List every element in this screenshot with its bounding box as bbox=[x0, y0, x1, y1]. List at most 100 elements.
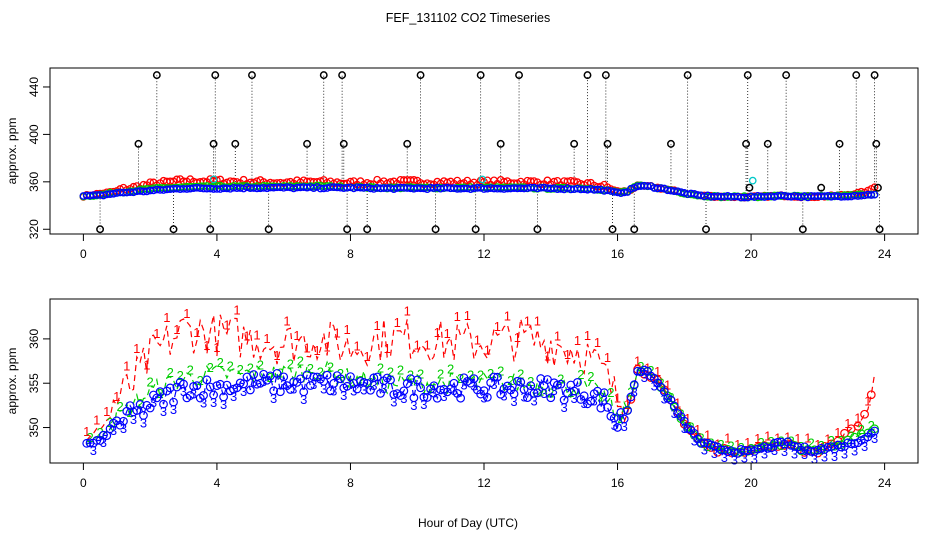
series-2-label: 2 bbox=[858, 422, 865, 437]
series-3-label: 3 bbox=[791, 446, 798, 461]
series-3-point bbox=[579, 391, 589, 401]
spike-point bbox=[338, 71, 347, 80]
series-1-label: 1 bbox=[203, 338, 210, 353]
series-3-point bbox=[512, 376, 522, 386]
series-1-label: 1 bbox=[734, 437, 741, 452]
series-1-label: 1 bbox=[93, 413, 100, 428]
series-3-label: 3 bbox=[310, 377, 317, 392]
series-3-label: 3 bbox=[120, 421, 127, 436]
series-1-label: 1 bbox=[494, 319, 501, 334]
series-1-point bbox=[866, 390, 876, 400]
series-1-label: 1 bbox=[694, 422, 701, 437]
top-x-tick-label: 0 bbox=[80, 247, 87, 261]
spike-point bbox=[745, 183, 754, 192]
series-1-label: 1 bbox=[754, 431, 761, 446]
spike-point bbox=[667, 139, 675, 148]
series-3-point bbox=[620, 188, 629, 197]
series-1-label: 1 bbox=[444, 326, 451, 341]
series-3-point bbox=[677, 188, 685, 196]
series-2-label: 2 bbox=[507, 373, 514, 388]
series-3-point bbox=[569, 386, 579, 396]
series-3-point bbox=[322, 370, 332, 380]
series-1-label: 1 bbox=[303, 340, 310, 355]
series-3-point bbox=[492, 372, 502, 382]
series-3-point bbox=[92, 436, 102, 445]
series-2-label: 2 bbox=[417, 366, 424, 381]
series-3-label: 3 bbox=[801, 447, 808, 462]
series-3-point bbox=[406, 374, 415, 384]
spike-point bbox=[96, 225, 105, 234]
series-3-point bbox=[846, 439, 856, 449]
series-3-line bbox=[86, 369, 875, 455]
spike-point bbox=[852, 71, 861, 80]
top-x-tick-label: 16 bbox=[611, 247, 625, 261]
series-1-label: 1 bbox=[364, 349, 371, 364]
top-x-tick-label: 8 bbox=[347, 247, 354, 261]
spike-point bbox=[872, 139, 881, 148]
series-3-label: 3 bbox=[871, 431, 878, 446]
series-3-point bbox=[553, 380, 562, 390]
series-3-label: 3 bbox=[290, 382, 297, 397]
spike-point bbox=[870, 71, 879, 80]
series-1-label: 1 bbox=[464, 308, 471, 323]
series-3-point bbox=[509, 389, 519, 399]
series-3-label: 3 bbox=[90, 443, 97, 458]
flagged-point bbox=[209, 175, 218, 184]
series-3-point bbox=[366, 385, 375, 395]
series-3-point bbox=[519, 385, 529, 394]
series-1-label: 1 bbox=[864, 394, 871, 409]
series-1-label: 1 bbox=[804, 430, 811, 445]
series-2-label: 2 bbox=[838, 433, 845, 448]
spike-point bbox=[343, 225, 352, 234]
series-3-point bbox=[669, 401, 679, 411]
series-3-label: 3 bbox=[861, 439, 868, 454]
series-1-label: 1 bbox=[794, 431, 801, 446]
series-3-label: 3 bbox=[811, 451, 818, 466]
series-1-label: 1 bbox=[744, 435, 751, 450]
series-2-label: 2 bbox=[227, 358, 234, 373]
spike-point bbox=[603, 139, 612, 148]
series-2-label: 2 bbox=[487, 366, 494, 381]
series-1-label: 1 bbox=[384, 341, 391, 356]
series-3-label: 3 bbox=[370, 378, 377, 393]
series-1-label: 1 bbox=[374, 318, 381, 333]
series-2-label: 2 bbox=[217, 355, 224, 370]
spike-point bbox=[835, 139, 844, 148]
bottom-x-tick-label: 16 bbox=[611, 476, 625, 490]
series-3-point bbox=[369, 373, 379, 383]
series-3-point bbox=[629, 380, 639, 390]
series-1-label: 1 bbox=[394, 315, 401, 330]
series-3-label: 3 bbox=[190, 386, 197, 401]
series-1-label: 1 bbox=[163, 310, 170, 325]
series-3-point bbox=[546, 393, 556, 403]
top-axes: 0 4 8 12 16 20 24 320 360 400 440 bbox=[27, 77, 892, 261]
series-2-label: 2 bbox=[607, 385, 614, 400]
series-3-label: 3 bbox=[761, 447, 768, 462]
series-2-label: 2 bbox=[737, 440, 744, 455]
series-1-label: 1 bbox=[103, 404, 110, 419]
series-3-point bbox=[389, 390, 399, 399]
series-2-label: 2 bbox=[727, 438, 734, 453]
series-3-label: 3 bbox=[841, 446, 848, 461]
top-plot-frame bbox=[49, 67, 919, 235]
series-1-label: 1 bbox=[594, 335, 601, 350]
series-3-point bbox=[372, 372, 382, 382]
series-2-label: 2 bbox=[317, 365, 324, 380]
top-y-axis-label: approx. ppm bbox=[5, 118, 19, 185]
top-plot-marks bbox=[79, 71, 884, 234]
series-1-label: 1 bbox=[534, 314, 541, 329]
series-1-label: 1 bbox=[313, 343, 320, 358]
series-2-label: 2 bbox=[828, 433, 835, 448]
series-1-point bbox=[870, 183, 879, 192]
series-1-label: 1 bbox=[113, 389, 120, 404]
series-3-point bbox=[529, 388, 539, 398]
series-3-point bbox=[285, 385, 295, 394]
series-3-point bbox=[336, 374, 345, 384]
spike-point bbox=[782, 71, 791, 80]
spike-point bbox=[875, 225, 884, 234]
series-3-label: 3 bbox=[530, 393, 537, 408]
bottom-x-tick-label: 4 bbox=[214, 476, 221, 490]
x-axis-label: Hour of Day (UTC) bbox=[418, 516, 518, 530]
spike-point bbox=[231, 139, 240, 148]
